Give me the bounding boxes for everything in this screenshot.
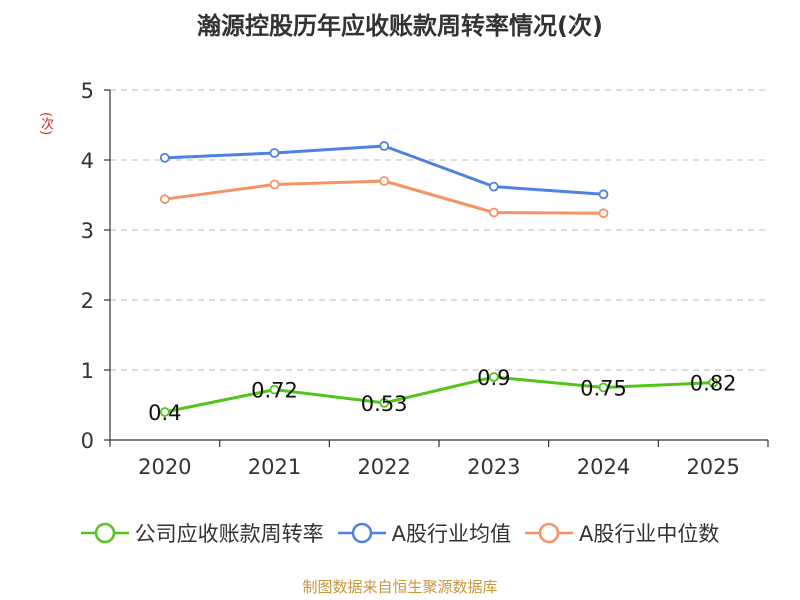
legend-swatch-company [80, 522, 129, 544]
data-point-industry-median [269, 179, 280, 190]
y-tick-label: 4 [81, 149, 94, 173]
data-label: 0.72 [251, 379, 298, 403]
x-tick-label: 2021 [248, 455, 301, 479]
legend-item-industry-median[interactable]: A股行业中位数 [525, 518, 719, 548]
data-point-company [488, 372, 499, 382]
data-source-note: 制图数据来自恒生聚源数据库 [302, 578, 498, 596]
x-tick-label: 2023 [467, 455, 520, 479]
data-point-industry-mean [379, 141, 390, 151]
y-tick-label: 0 [81, 429, 94, 453]
data-point-industry-mean [269, 148, 280, 158]
data-point-industry-mean [488, 181, 499, 192]
data-point-industry-median [379, 176, 390, 186]
y-axis-label: (次) [38, 112, 53, 136]
y-tick-label: 5 [81, 79, 94, 103]
data-point-company [269, 384, 280, 395]
data-point-industry-median [159, 194, 170, 205]
legend: 公司应收账款周转率 A股行业均值 A股行业中位数 [0, 518, 800, 548]
data-point-industry-mean [159, 152, 170, 163]
data-point-company [379, 397, 390, 408]
series-line-industry-mean [164, 144, 604, 196]
data-label: 0.4 [148, 401, 181, 425]
data-point-industry-median [598, 208, 609, 219]
data-label: 0.53 [361, 392, 408, 416]
legend-label-industry-mean: A股行业均值 [391, 522, 511, 546]
y-tick-label: 3 [81, 219, 94, 243]
legend-item-company[interactable]: 公司应收账款周转率 [80, 518, 324, 548]
x-tick-label: 2024 [577, 455, 630, 479]
legend-label-industry-median: A股行业中位数 [579, 522, 720, 546]
data-label: 0.9 [477, 366, 510, 390]
x-tick-label: 2020 [138, 455, 191, 479]
data-label: 0.75 [580, 377, 627, 401]
data-point-industry-median [488, 207, 499, 218]
data-point-company [708, 377, 719, 388]
data-point-industry-mean [598, 189, 609, 200]
x-tick-label: 2022 [357, 455, 410, 479]
series-line-company [164, 375, 714, 414]
chart-title: 瀚源控股历年应收账款周转率情况(次) [197, 12, 603, 40]
data-point-company [159, 407, 170, 417]
legend-item-industry-mean[interactable]: A股行业均值 [337, 518, 511, 548]
data-point-company [598, 382, 609, 393]
legend-label-company: 公司应收账款周转率 [134, 522, 324, 546]
y-tick-label: 2 [81, 289, 94, 313]
x-tick-label: 2025 [686, 455, 739, 479]
legend-swatch-industry-median [525, 522, 573, 544]
y-tick-label: 1 [81, 359, 94, 383]
legend-swatch-industry-mean [337, 522, 386, 544]
data-label: 0.82 [690, 372, 737, 396]
